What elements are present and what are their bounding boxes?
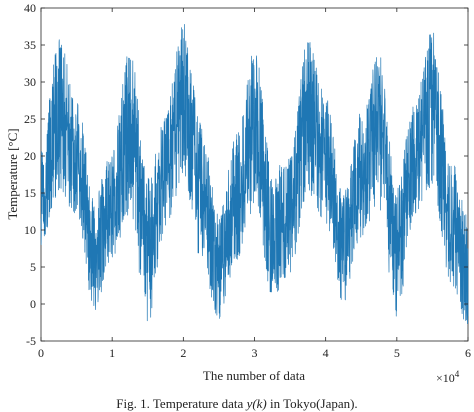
y-tick-label: -5 xyxy=(26,334,36,348)
y-tick-label: 10 xyxy=(24,223,36,237)
caption-prefix: Fig. 1. Temperature data xyxy=(116,396,247,411)
x-axis: 0 1 2 3 4 5 6 xyxy=(38,8,471,360)
x-axis-multiplier-exponent: 4 xyxy=(455,369,460,379)
x-tick-label: 2 xyxy=(180,346,186,360)
x-axis-label: The number of data xyxy=(203,368,305,383)
y-tick-label: 0 xyxy=(30,297,36,311)
x-axis-multiplier: ×104 xyxy=(436,369,460,385)
caption-suffix: in Tokyo(Japan). xyxy=(266,396,358,411)
series-group xyxy=(40,24,469,325)
x-tick-label: 3 xyxy=(252,346,258,360)
y-tick-label: 5 xyxy=(30,260,36,274)
y-tick-label: 30 xyxy=(24,75,36,89)
plot-area xyxy=(40,7,469,342)
y-tick-label: 25 xyxy=(24,112,36,126)
x-tick-label: 4 xyxy=(323,346,329,360)
y-axis-label: Temperature [°C] xyxy=(5,128,20,219)
y-tick-label: 20 xyxy=(24,149,36,163)
y-tick-label: 15 xyxy=(24,186,36,200)
temperature-series-line xyxy=(40,24,469,325)
y-tick-label: 35 xyxy=(24,38,36,52)
x-tick-label: 0 xyxy=(38,346,44,360)
x-axis-multiplier-base: ×10 xyxy=(436,371,455,385)
x-tick-label: 1 xyxy=(109,346,115,360)
caption-math: y(k) xyxy=(246,396,267,411)
y-axis: -5 0 5 10 15 20 25 30 35 40 xyxy=(24,1,468,348)
x-tick-label: 5 xyxy=(394,346,400,360)
y-tick-label: 40 xyxy=(24,1,36,15)
x-tick-label: 6 xyxy=(465,346,471,360)
figure-caption: Fig. 1. Temperature data y(k) in Tokyo(J… xyxy=(0,396,474,412)
